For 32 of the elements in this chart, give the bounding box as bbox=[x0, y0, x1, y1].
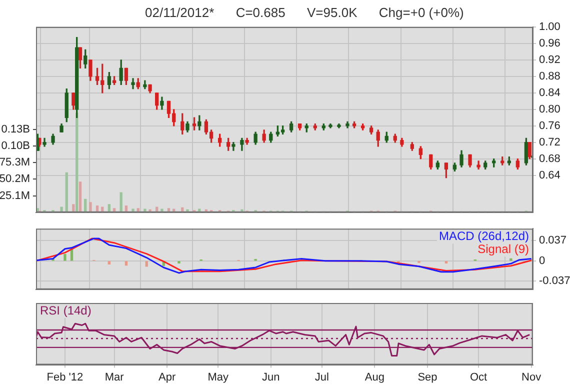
y-tick-label: 0.76 bbox=[539, 120, 560, 132]
y-tick-label: 0.72 bbox=[539, 136, 560, 148]
series-label: MACD (26d,12d) bbox=[438, 228, 529, 243]
y2-tick-label: 50.2M bbox=[0, 173, 30, 186]
y-tick-label: 0.64 bbox=[539, 169, 560, 182]
y-tick-label: 0.80 bbox=[539, 103, 560, 116]
x-tick-label: Nov bbox=[522, 371, 542, 384]
series-label: RSI (14d) bbox=[40, 303, 92, 318]
x-tick-label: Mar bbox=[104, 371, 124, 384]
y-tick-label: -0.037 bbox=[539, 275, 570, 288]
y-tick-label: 0.88 bbox=[539, 70, 560, 82]
x-tick-label: Feb '12 bbox=[46, 371, 84, 384]
x-tick-label: Aug bbox=[364, 371, 384, 384]
chart-subtitle: 02/11/2012* C=0.685 V=95.0K Chg=+0 (+0%) bbox=[145, 5, 464, 20]
x-tick-label: May bbox=[208, 371, 230, 384]
x-tick-label: Sep bbox=[418, 371, 438, 384]
y-tick-label: 0 bbox=[539, 254, 546, 267]
y2-tick-label: 75.3M bbox=[0, 156, 30, 169]
y-tick-label: 0.92 bbox=[539, 54, 560, 66]
y2-tick-label: 0.10B bbox=[1, 140, 30, 152]
x-tick-label: Apr bbox=[158, 371, 176, 384]
x-tick-label: Jun bbox=[262, 371, 280, 384]
y2-tick-label: 0.13B bbox=[1, 123, 30, 136]
series-label: Signal (9) bbox=[478, 242, 529, 256]
x-tick-label: Oct bbox=[470, 371, 488, 384]
y-tick-label: 0.68 bbox=[539, 152, 560, 165]
y2-tick-label: 25.1M bbox=[0, 190, 30, 202]
y-tick-label: 0.96 bbox=[539, 38, 560, 50]
x-tick-label: Jul bbox=[314, 371, 329, 384]
y-tick-label: 1.00 bbox=[539, 21, 560, 34]
y-tick-label: 0.037 bbox=[539, 234, 567, 247]
y-tick-label: 0.84 bbox=[539, 86, 560, 99]
